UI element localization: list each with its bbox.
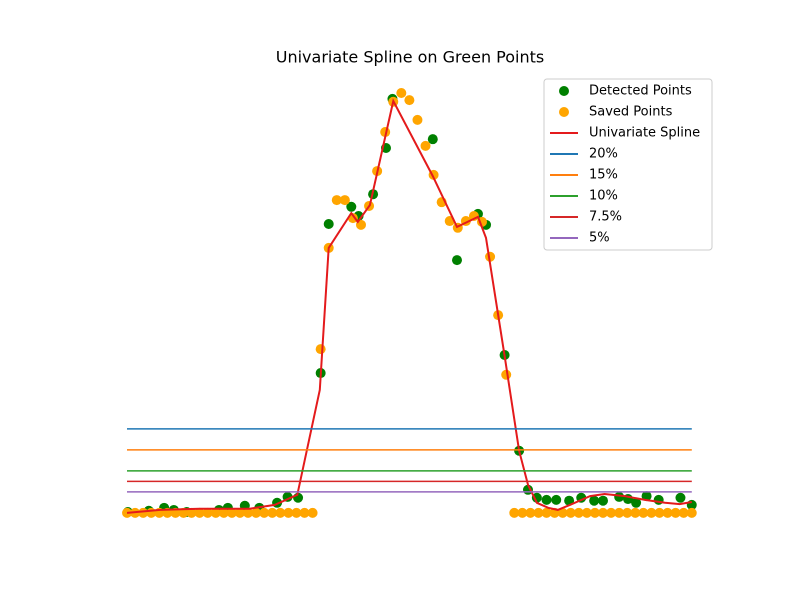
data-point <box>581 507 592 518</box>
legend-label: 20% <box>589 147 618 162</box>
data-point <box>654 507 665 518</box>
data-point <box>226 507 237 518</box>
data-point <box>267 507 278 518</box>
data-point <box>218 507 229 518</box>
data-point <box>598 495 609 506</box>
data-point <box>396 87 407 98</box>
data-point <box>638 507 649 518</box>
legend-label: Univariate Spline <box>589 126 700 141</box>
data-point <box>675 492 686 503</box>
chart-title: Univariate Spline on Green Points <box>276 48 545 67</box>
data-point <box>551 494 562 505</box>
data-point <box>686 507 697 518</box>
data-point <box>186 507 197 518</box>
data-point <box>451 255 462 266</box>
legend-box <box>543 78 713 251</box>
data-point <box>541 494 552 505</box>
data-point <box>307 507 318 518</box>
data-point <box>614 507 625 518</box>
data-point <box>202 507 213 518</box>
data-point <box>533 507 544 518</box>
data-point <box>670 507 681 518</box>
data-point <box>531 492 542 503</box>
data-point <box>646 507 657 518</box>
data-point <box>622 507 633 518</box>
data-point <box>557 507 568 518</box>
data-point <box>339 195 350 206</box>
legend: Detected Points Saved Points Univariate Sp… <box>543 78 713 251</box>
data-point <box>234 507 245 518</box>
data-point <box>323 219 334 229</box>
data-point <box>662 507 673 518</box>
legend-label: 7.5% <box>589 210 622 225</box>
data-point <box>517 507 528 518</box>
data-point <box>678 507 689 518</box>
data-point <box>420 140 431 151</box>
data-point <box>412 114 423 125</box>
data-point <box>283 507 294 518</box>
legend-label: 5% <box>589 231 610 246</box>
data-point <box>243 507 254 518</box>
data-point <box>606 507 617 518</box>
data-point <box>589 507 600 518</box>
legend-label: 10% <box>589 189 618 204</box>
data-point <box>630 507 641 518</box>
legend-label: Detected Points <box>589 84 692 99</box>
data-point <box>573 507 584 518</box>
data-point <box>614 491 625 502</box>
data-point <box>598 507 609 518</box>
data-point <box>346 201 357 212</box>
data-point <box>427 134 438 145</box>
legend-marker <box>559 86 569 96</box>
data-point <box>275 507 286 518</box>
data-point <box>299 507 310 518</box>
data-point <box>525 507 536 518</box>
data-point <box>589 495 600 506</box>
data-point <box>291 507 302 518</box>
data-point <box>178 507 189 518</box>
data-point <box>259 507 270 518</box>
data-point <box>210 507 221 518</box>
data-point <box>251 507 262 518</box>
data-point <box>509 507 520 518</box>
spline-line <box>126 98 692 514</box>
data-point <box>631 497 642 508</box>
data-point <box>404 95 415 106</box>
legend-label: 15% <box>589 168 618 183</box>
data-point <box>331 195 342 206</box>
data-point <box>315 344 326 355</box>
legend-label: Saved Points <box>589 105 673 120</box>
data-point <box>541 507 552 518</box>
data-point <box>641 491 652 502</box>
data-point <box>194 507 205 518</box>
data-point <box>565 507 576 518</box>
legend-marker <box>559 107 569 117</box>
